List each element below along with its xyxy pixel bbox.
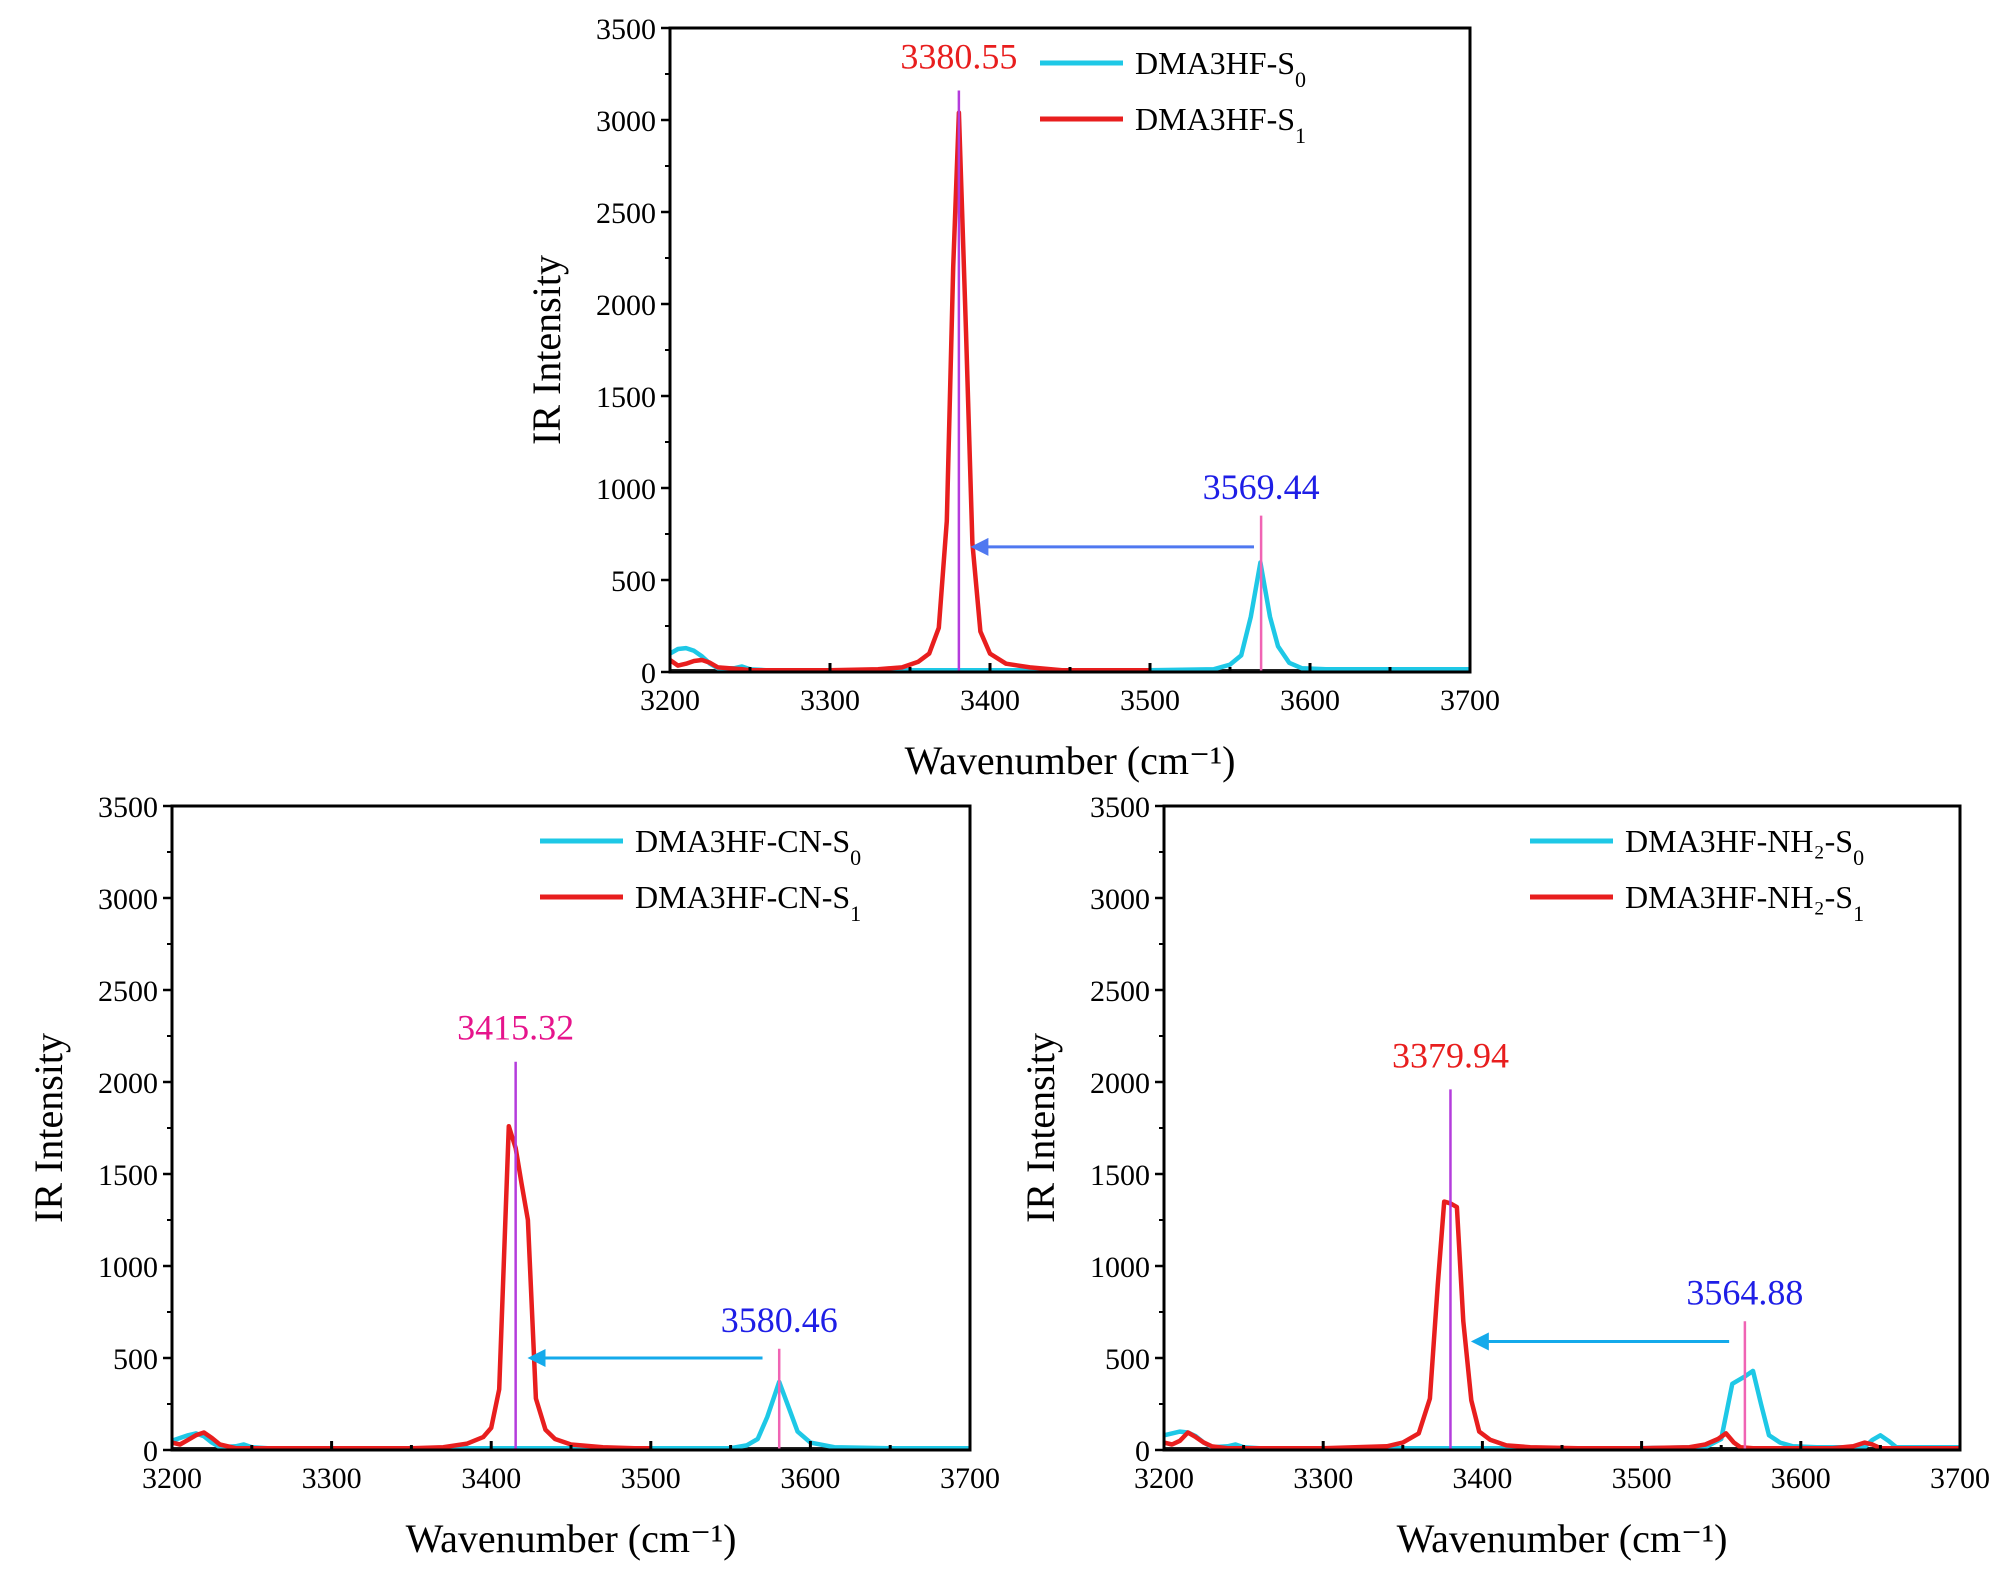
y-tick-label: 3500 — [596, 13, 656, 46]
legend-label-s0: DMA3HF-S0 — [1135, 45, 1306, 92]
x-tick-label: 3400 — [960, 684, 1020, 717]
x-axis-label: Wavenumber (cm⁻¹) — [1397, 1516, 1728, 1561]
x-tick-label: 3400 — [461, 1462, 521, 1495]
legend-label-s0: DMA3HF-NH₂-S0 — [1625, 823, 1864, 870]
y-tick-label: 2000 — [98, 1067, 158, 1100]
y-tick-label: 2000 — [596, 289, 656, 322]
legend-label-s0: DMA3HF-CN-S0 — [635, 823, 861, 870]
series-line-s0 — [172, 1379, 970, 1450]
y-tick-label: 1000 — [1090, 1251, 1150, 1284]
x-tick-label: 3300 — [800, 684, 860, 717]
y-tick-label: 500 — [611, 565, 656, 598]
peak-label: 3380.55 — [900, 36, 1017, 76]
y-tick-label: 3500 — [1090, 791, 1150, 824]
y-axis-label: IR Intensity — [26, 1033, 71, 1223]
x-tick-label: 3200 — [142, 1462, 202, 1495]
legend-label-s1: DMA3HF-CN-S1 — [635, 879, 861, 926]
y-axis-label: IR Intensity — [524, 255, 569, 445]
x-axis-label: Wavenumber (cm⁻¹) — [406, 1516, 737, 1561]
x-tick-label: 3200 — [1134, 1462, 1194, 1495]
series-line-s0 — [1164, 1368, 1960, 1450]
y-tick-label: 1000 — [596, 473, 656, 506]
x-tick-label: 3600 — [1771, 1462, 1831, 1495]
x-tick-label: 3300 — [302, 1462, 362, 1495]
x-tick-label: 3700 — [1930, 1462, 1990, 1495]
plot-area — [670, 110, 1470, 672]
y-tick-label: 1500 — [1090, 1159, 1150, 1192]
y-tick-label: 3000 — [1090, 883, 1150, 916]
y-axis-label: IR Intensity — [1018, 1033, 1063, 1223]
y-tick-label: 2500 — [1090, 975, 1150, 1008]
y-tick-label: 3000 — [596, 105, 656, 138]
y-tick-label: 0 — [1135, 1435, 1150, 1468]
y-tick-label: 1500 — [596, 381, 656, 414]
x-tick-label: 3400 — [1452, 1462, 1512, 1495]
peak-label: 3415.32 — [457, 1008, 574, 1048]
y-tick-label: 500 — [113, 1343, 158, 1376]
x-tick-label: 3500 — [1612, 1462, 1672, 1495]
plot-area — [1164, 1199, 1960, 1450]
x-tick-label: 3700 — [1440, 684, 1500, 717]
x-axis-label: Wavenumber (cm⁻¹) — [905, 738, 1236, 783]
x-tick-label: 3500 — [1120, 684, 1180, 717]
peak-label: 3564.88 — [1686, 1273, 1803, 1313]
y-tick-label: 3000 — [98, 883, 158, 916]
legend: DMA3HF-NH₂-S0 DMA3HF-NH₂-S1 — [1530, 823, 1864, 926]
y-tick-label: 500 — [1105, 1343, 1150, 1376]
chart-panel-1: 3380.55 3569.44 0 500 1000 1500 2000 2500 3000 35… — [524, 13, 1500, 783]
peak-label: 3569.44 — [1203, 467, 1320, 507]
legend: DMA3HF-S0 DMA3HF-S1 — [1040, 45, 1306, 148]
y-tick-label: 1500 — [98, 1159, 158, 1192]
y-tick-label: 3500 — [98, 791, 158, 824]
chart-panel-3: 3379.94 3564.88 0 500 1000 1500 2000 2500 3000 35… — [1018, 791, 1990, 1561]
x-tick-label: 3200 — [640, 684, 700, 717]
y-tick-label: 2000 — [1090, 1067, 1150, 1100]
x-tick-label: 3600 — [1280, 684, 1340, 717]
legend-label-s1: DMA3HF-S1 — [1135, 101, 1306, 148]
x-tick-label: 3600 — [780, 1462, 840, 1495]
x-tick-label: 3300 — [1293, 1462, 1353, 1495]
legend: DMA3HF-CN-S0 DMA3HF-CN-S1 — [540, 823, 861, 926]
x-tick-label: 3700 — [940, 1462, 1000, 1495]
plot-area — [172, 1123, 970, 1450]
series-line-s1 — [670, 110, 1150, 672]
y-tick-label: 2500 — [596, 197, 656, 230]
series-line-s1 — [1164, 1199, 1960, 1450]
y-tick-label: 0 — [143, 1435, 158, 1468]
chart-panel-2: 3415.32 3580.46 0 500 1000 1500 2000 2500 3000 35… — [26, 791, 1000, 1561]
peak-label: 3379.94 — [1392, 1035, 1509, 1075]
series-line-s0 — [670, 560, 1470, 672]
y-tick-label: 0 — [641, 657, 656, 690]
y-tick-label: 2500 — [98, 975, 158, 1008]
axes-frame — [668, 26, 1472, 674]
series-line-s1 — [172, 1123, 651, 1450]
y-tick-label: 1000 — [98, 1251, 158, 1284]
legend-label-s1: DMA3HF-NH₂-S1 — [1625, 879, 1864, 926]
peak-label: 3580.46 — [721, 1300, 838, 1340]
x-tick-label: 3500 — [621, 1462, 681, 1495]
